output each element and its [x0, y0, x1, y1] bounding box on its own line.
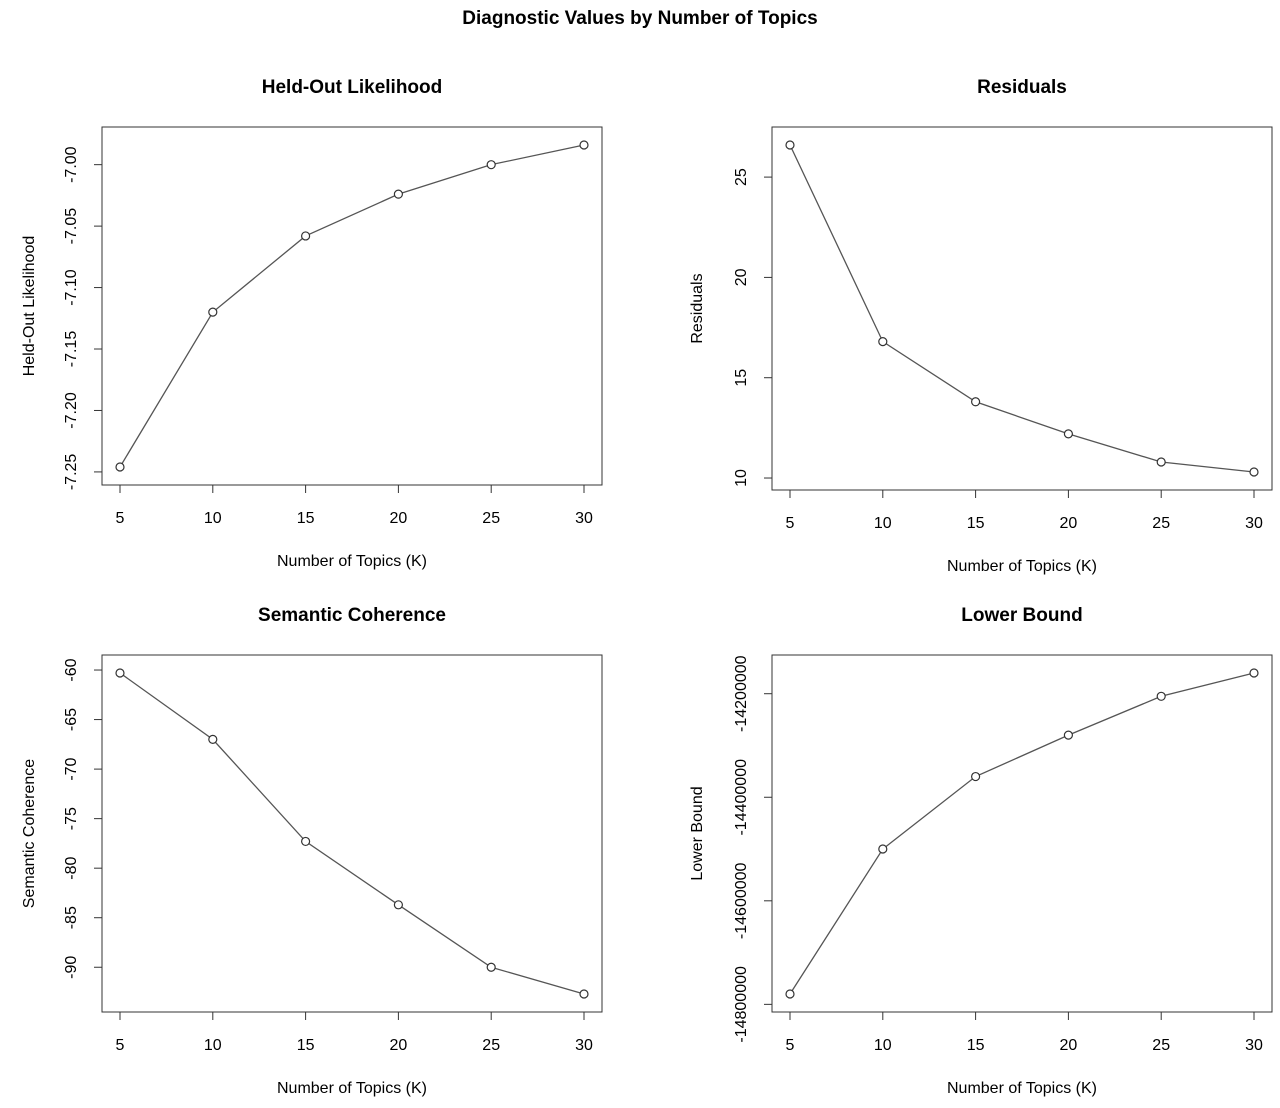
- plot-frame: [101, 126, 603, 486]
- data-point: [208, 734, 218, 744]
- data-point: [208, 307, 218, 317]
- data-point: [1249, 467, 1259, 477]
- x-tick-label: 30: [575, 1037, 593, 1054]
- y-tick-label: 15: [733, 369, 750, 387]
- y-tick-label: -75: [63, 807, 80, 830]
- plot-frame: [771, 654, 1273, 1013]
- data-point: [785, 989, 795, 999]
- y-tick-label: -65: [63, 708, 80, 731]
- y-tick-label: -7.20: [63, 392, 80, 429]
- x-tick-label: 30: [575, 510, 593, 527]
- x-tick-label: 15: [967, 1037, 985, 1054]
- data-point: [486, 160, 496, 170]
- y-tick-label: -14400000: [733, 759, 750, 836]
- x-tick-label: 30: [1245, 1037, 1263, 1054]
- x-tick-label: 20: [390, 1037, 408, 1054]
- data-point: [1156, 457, 1166, 467]
- y-tick-label: -14200000: [733, 655, 750, 732]
- y-tick-label: -60: [63, 658, 80, 681]
- y-axis-label: Residuals: [689, 273, 706, 343]
- x-tick-label: 20: [1060, 515, 1078, 532]
- data-point: [1063, 730, 1074, 740]
- y-tick-label: -7.25: [63, 454, 80, 491]
- y-tick-label: -14800000: [733, 966, 750, 1043]
- x-tick-label: 10: [874, 1037, 892, 1054]
- data-point: [486, 962, 496, 972]
- x-axis-label: Number of Topics (K): [277, 1080, 427, 1097]
- y-axis-label: Semantic Coherence: [21, 759, 38, 909]
- data-point: [1063, 429, 1074, 439]
- y-tick-label: -7.05: [63, 208, 80, 245]
- data-point: [115, 668, 125, 678]
- x-tick-label: 20: [390, 510, 408, 527]
- y-tick-label: -80: [63, 857, 80, 880]
- y-tick-label: -90: [63, 956, 80, 979]
- series-line: [789, 672, 1255, 995]
- y-tick-label: 20: [733, 268, 750, 286]
- x-tick-label: 25: [1152, 1037, 1170, 1054]
- x-tick-label: 25: [482, 1037, 500, 1054]
- x-axis-label: Number of Topics (K): [947, 1080, 1097, 1097]
- plot-frame: [101, 654, 603, 1013]
- figure-title: Diagnostic Values by Number of Topics: [462, 8, 818, 29]
- data-point: [1156, 691, 1166, 701]
- x-tick-label: 15: [297, 510, 315, 527]
- chart-panel-2: Residuals 5 10 15 20 25 30 10 15 20 25 Number of To…: [689, 77, 1273, 575]
- x-tick-label: 15: [297, 1037, 315, 1054]
- data-point: [301, 836, 311, 847]
- data-point: [970, 771, 981, 782]
- data-point: [115, 462, 125, 472]
- x-tick-label: 20: [1060, 1037, 1078, 1054]
- chart-panel-4: Lower Bound 5 10 15 20 25 30 -14800000 -14600000…: [689, 605, 1273, 1097]
- chart-title: Semantic Coherence: [258, 605, 446, 626]
- data-point: [970, 397, 981, 407]
- data-point: [878, 337, 888, 347]
- y-axis-label: Lower Bound: [689, 786, 706, 880]
- chart-panel-3: Semantic Coherence 5 10 15 20 25 30 -90 -85 -80 -7…: [21, 605, 603, 1097]
- y-axis-label: Held-Out Likelihood: [21, 236, 38, 377]
- data-point: [301, 231, 311, 241]
- series-line: [119, 144, 585, 468]
- x-axis-label: Number of Topics (K): [947, 558, 1097, 575]
- chart-title: Residuals: [977, 77, 1067, 98]
- x-tick-label: 25: [482, 510, 500, 527]
- x-tick-label: 5: [116, 1037, 125, 1054]
- data-point: [393, 189, 403, 199]
- y-tick-label: -14600000: [733, 862, 750, 939]
- y-tick-label: 10: [733, 469, 750, 487]
- y-tick-label: -7.00: [63, 146, 80, 183]
- chart-title: Lower Bound: [961, 605, 1082, 626]
- y-tick-label: 25: [733, 168, 750, 186]
- y-tick-label: -7.15: [63, 331, 80, 368]
- x-tick-label: 10: [204, 510, 222, 527]
- x-tick-label: 5: [786, 1037, 795, 1054]
- series-line: [119, 672, 585, 995]
- x-tick-label: 5: [786, 515, 795, 532]
- x-tick-label: 25: [1152, 515, 1170, 532]
- x-tick-label: 15: [967, 515, 985, 532]
- y-tick-label: -7.10: [63, 269, 80, 306]
- x-tick-label: 10: [204, 1037, 222, 1054]
- y-tick-label: -70: [63, 757, 80, 780]
- data-point: [878, 844, 888, 854]
- series-line: [789, 144, 1255, 473]
- x-axis-label: Number of Topics (K): [277, 553, 427, 570]
- data-point: [785, 140, 795, 150]
- plot-frame: [771, 126, 1273, 491]
- data-point: [1249, 668, 1259, 678]
- y-tick-label: -85: [63, 906, 80, 929]
- data-point: [579, 989, 589, 999]
- data-point: [393, 900, 403, 910]
- x-tick-label: 30: [1245, 515, 1263, 532]
- data-point: [579, 140, 589, 150]
- x-tick-label: 10: [874, 515, 892, 532]
- chart-title: Held-Out Likelihood: [262, 77, 443, 98]
- x-tick-label: 5: [116, 510, 125, 527]
- chart-panel-1: Held-Out Likelihood 5 10 15 20 25 30 -7.25 -7.20…: [21, 77, 603, 570]
